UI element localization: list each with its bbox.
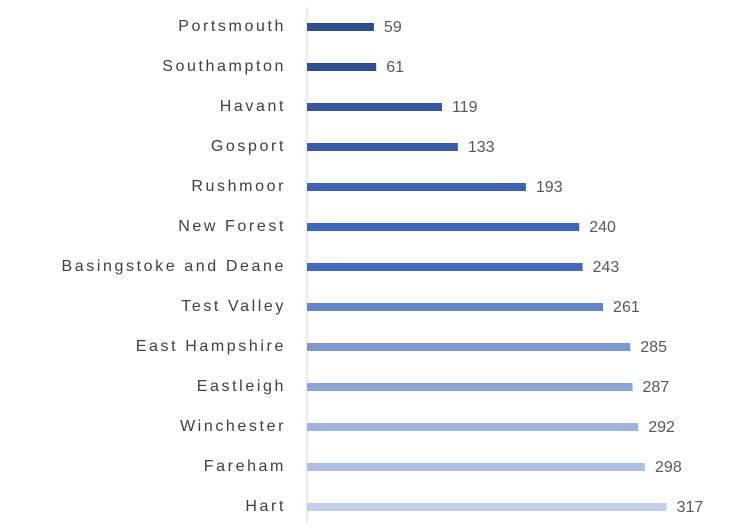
value-label: 298: [655, 459, 682, 476]
category-label: Hart: [245, 498, 286, 515]
bar: [307, 103, 442, 111]
category-label: Southampton: [162, 58, 286, 75]
category-label: New Forest: [178, 218, 286, 235]
category-label: Test Valley: [181, 298, 286, 315]
bar: [307, 23, 374, 31]
category-label: Fareham: [204, 458, 286, 475]
value-label: 193: [536, 179, 563, 196]
category-label: Havant: [220, 98, 286, 115]
category-label: Gosport: [211, 138, 286, 155]
category-label: East Hampshire: [136, 338, 286, 355]
value-label: 240: [589, 219, 616, 236]
bar: [307, 343, 631, 351]
value-label: 292: [648, 419, 675, 436]
bar: [307, 383, 633, 391]
bar: [307, 463, 646, 471]
category-label: Winchester: [180, 418, 286, 435]
bar: [307, 183, 526, 191]
category-label: Eastleigh: [197, 378, 286, 395]
value-label: 133: [468, 139, 495, 156]
bar: [307, 223, 580, 231]
bar: [307, 303, 604, 311]
value-label: 59: [384, 19, 402, 36]
value-label: 243: [593, 259, 620, 276]
bar: [307, 503, 667, 511]
value-label: 119: [452, 99, 478, 116]
value-label: 61: [386, 59, 404, 76]
category-label: Basingstoke and Deane: [62, 258, 287, 275]
value-label: 285: [640, 339, 667, 356]
bar: [307, 423, 639, 431]
value-label: 261: [613, 299, 640, 316]
value-label: 317: [677, 499, 704, 516]
bar: [307, 143, 458, 151]
bar: [307, 63, 377, 71]
bar: [307, 263, 583, 271]
value-label: 287: [643, 379, 670, 396]
category-label: Portsmouth: [178, 18, 286, 35]
category-label: Rushmoor: [191, 178, 286, 195]
